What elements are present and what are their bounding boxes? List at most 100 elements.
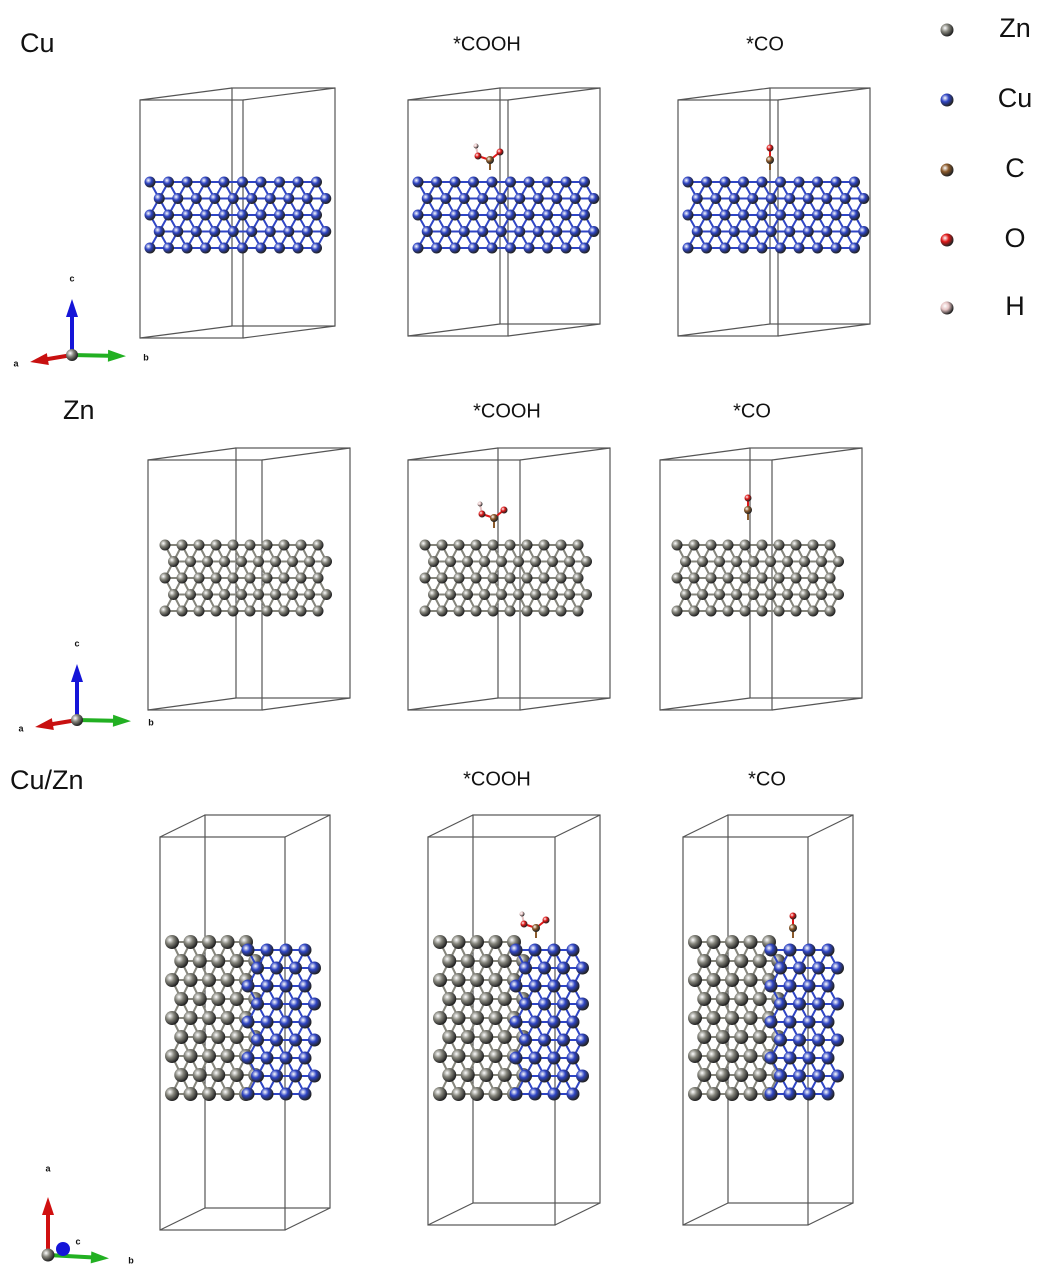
atom bbox=[734, 1030, 748, 1044]
atom bbox=[311, 177, 322, 188]
atom bbox=[706, 540, 717, 551]
atom bbox=[505, 540, 516, 551]
atom bbox=[707, 973, 721, 987]
atom bbox=[803, 1016, 816, 1029]
atom bbox=[765, 980, 778, 993]
atom bbox=[270, 589, 281, 600]
atom bbox=[941, 94, 954, 107]
cell-edge bbox=[508, 324, 600, 336]
atom bbox=[831, 1070, 844, 1083]
cell-edge bbox=[140, 326, 232, 338]
atom bbox=[459, 226, 470, 237]
atom bbox=[474, 144, 479, 149]
atom bbox=[825, 606, 836, 617]
atom bbox=[567, 1016, 580, 1029]
atom bbox=[246, 226, 257, 237]
atom bbox=[289, 1070, 302, 1083]
atom bbox=[505, 606, 516, 617]
atom bbox=[793, 1034, 806, 1047]
atom bbox=[538, 962, 551, 975]
atom bbox=[265, 226, 276, 237]
atom bbox=[729, 193, 740, 204]
atom bbox=[556, 606, 567, 617]
atom bbox=[165, 1011, 179, 1025]
axis-arrowhead bbox=[30, 353, 49, 365]
atom bbox=[688, 1011, 702, 1025]
atom bbox=[745, 495, 752, 502]
row-label: Cu bbox=[20, 28, 55, 58]
atom bbox=[744, 973, 758, 987]
atom bbox=[221, 935, 235, 949]
atom bbox=[831, 210, 842, 221]
atom bbox=[219, 243, 230, 254]
atom bbox=[701, 210, 712, 221]
atom bbox=[283, 193, 294, 204]
atom bbox=[184, 1011, 198, 1025]
atom bbox=[731, 589, 742, 600]
atom bbox=[274, 177, 285, 188]
atom bbox=[182, 177, 193, 188]
atom bbox=[160, 606, 171, 617]
atom bbox=[413, 177, 424, 188]
atom bbox=[256, 210, 267, 221]
atom bbox=[831, 1034, 844, 1047]
atom bbox=[308, 962, 321, 975]
cell-edge bbox=[772, 698, 862, 710]
atom bbox=[209, 193, 220, 204]
atom bbox=[825, 540, 836, 551]
atom bbox=[71, 714, 83, 726]
atom bbox=[270, 1070, 283, 1083]
cell-back bbox=[498, 448, 610, 698]
atom bbox=[941, 234, 954, 247]
atom bbox=[177, 606, 188, 617]
atom bbox=[479, 556, 490, 567]
atom bbox=[849, 210, 860, 221]
atom bbox=[174, 1068, 188, 1082]
atom bbox=[211, 573, 222, 584]
atom bbox=[442, 1068, 456, 1082]
atom bbox=[202, 935, 216, 949]
atom bbox=[812, 962, 825, 975]
cell-edge bbox=[285, 815, 330, 837]
atom bbox=[262, 573, 273, 584]
atom bbox=[251, 1070, 264, 1083]
legend-label: Cu bbox=[998, 83, 1033, 113]
atom bbox=[812, 210, 823, 221]
atom bbox=[720, 177, 731, 188]
atom bbox=[706, 606, 717, 617]
atom bbox=[487, 210, 498, 221]
axis-label: c bbox=[74, 638, 79, 648]
atom bbox=[775, 210, 786, 221]
atom bbox=[543, 917, 550, 924]
atom bbox=[230, 954, 244, 968]
atom bbox=[42, 1249, 55, 1262]
atom bbox=[280, 1088, 293, 1101]
atom bbox=[221, 973, 235, 987]
atom bbox=[557, 962, 570, 975]
atom bbox=[697, 992, 711, 1006]
atom bbox=[710, 193, 721, 204]
atom bbox=[576, 998, 589, 1011]
atom bbox=[720, 210, 731, 221]
atom bbox=[740, 540, 751, 551]
cell-edge bbox=[140, 88, 232, 100]
atom bbox=[242, 980, 255, 993]
atom bbox=[452, 1049, 466, 1063]
atom bbox=[172, 193, 183, 204]
atom bbox=[738, 210, 749, 221]
atom bbox=[165, 1049, 179, 1063]
atom bbox=[538, 998, 551, 1011]
atom bbox=[489, 973, 503, 987]
axis-label: b bbox=[128, 1255, 134, 1265]
atom bbox=[211, 606, 222, 617]
atom bbox=[321, 556, 332, 567]
cell-edge bbox=[262, 698, 350, 710]
cell-edge bbox=[148, 698, 236, 710]
atom bbox=[588, 193, 599, 204]
atom bbox=[245, 606, 256, 617]
atom bbox=[808, 606, 819, 617]
atom bbox=[706, 573, 717, 584]
atom bbox=[287, 589, 298, 600]
atom bbox=[532, 924, 540, 932]
atom bbox=[689, 606, 700, 617]
